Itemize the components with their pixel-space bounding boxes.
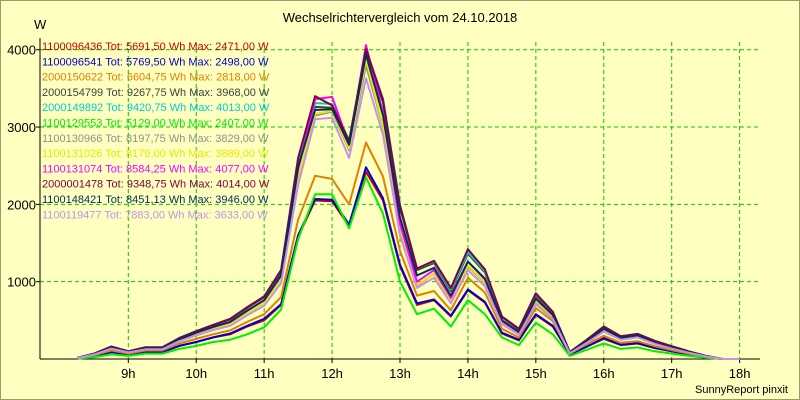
series-line-1100096541 [77, 166, 740, 360]
y-tick-label: 1000 [7, 275, 36, 290]
x-tick-label: 18h [729, 366, 751, 381]
series-line-2000001478 [77, 48, 740, 360]
legend-entry-1100131026: 1100131026 Tot: 8179,00 Wh Max: 3889,00 … [42, 148, 269, 160]
legend-entry-2000001478: 2000001478 Tot: 9348,75 Wh Max: 4014,00 … [42, 179, 270, 191]
series-line-1100119477 [77, 77, 740, 360]
x-tick-label: 15h [525, 366, 547, 381]
legend-entry-2000149892: 2000149892 Tot: 9420,75 Wh Max: 4013,00 … [42, 102, 270, 114]
series-line-2000150622 [77, 141, 740, 360]
x-tick-label: 11h [254, 366, 275, 381]
legend-entry-1100131074: 1100131074 Tot: 8584,25 Wh Max: 4077,00 … [42, 163, 269, 175]
series-line-1100129553 [77, 176, 740, 360]
legend-entry-1100130966: 1100130966 Tot: 8197,75 Wh Max: 3829,00 … [42, 133, 269, 145]
y-tick-label: 3000 [7, 120, 36, 135]
y-tick-label: 2000 [7, 197, 36, 212]
x-tick-label: 10h [185, 366, 207, 381]
legend-entry-1100096541: 1100096541 Tot: 5769,50 Wh Max: 2498,00 … [42, 56, 269, 68]
legend-entry-1100148421: 1100148421 Tot: 8451,13 Wh Max: 3946,00 … [42, 194, 269, 206]
legend-entry-2000150622: 2000150622 Tot: 6604,75 Wh Max: 2818,00 … [42, 72, 270, 84]
x-tick-label: 16h [593, 366, 615, 381]
x-tick-label: 12h [321, 366, 343, 381]
x-tick-label: 9h [121, 366, 135, 381]
series-line-2000154799 [77, 52, 740, 360]
legend-entry-1100129553: 1100129553 Tot: 5129,00 Wh Max: 2407,00 … [42, 118, 269, 130]
legend-entry-1100096436: 1100096436 Tot: 5691,50 Wh Max: 2471,00 … [42, 41, 269, 53]
series-line-1100148421 [77, 53, 740, 360]
legend-entry-2000154799: 2000154799 Tot: 9267,75 Wh Max: 3968,00 … [42, 87, 270, 99]
y-tick-label: 4000 [7, 43, 36, 58]
legend-entry-1100119477: 1100119477 Tot: 7883,00 Wh Max: 3633,00 … [42, 209, 268, 221]
x-tick-label: 14h [457, 366, 479, 381]
credit-text: SunnyReport pinxit [695, 384, 788, 396]
x-tick-label: 13h [389, 366, 411, 381]
y-axis-unit: W [34, 17, 47, 32]
chart-title: Wechselrichtervergleich vom 24.10.2018 [282, 10, 518, 25]
x-tick-label: 17h [661, 366, 683, 381]
